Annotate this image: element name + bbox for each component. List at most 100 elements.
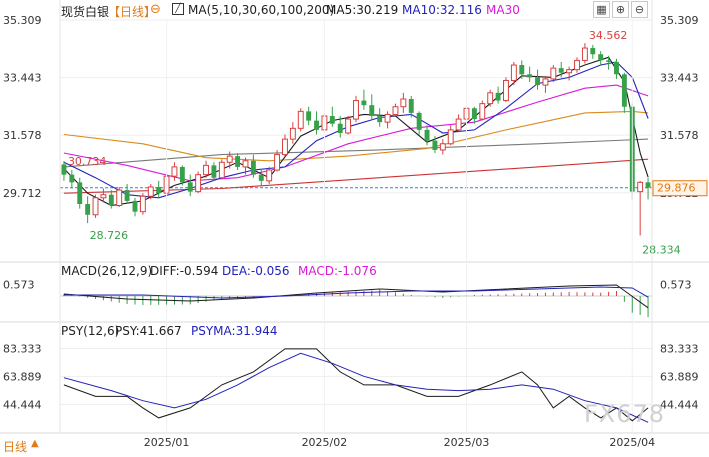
macd-value: MACD:-1.076 (298, 264, 377, 278)
low-annotation: 30.734 (68, 155, 107, 168)
period-selector[interactable]: 【日线】 (108, 5, 157, 19)
candle (590, 48, 596, 55)
grid-view-icon[interactable]: ▦ (593, 1, 610, 18)
x-axis-label: 2025/01 (144, 436, 190, 449)
candle (314, 120, 319, 130)
x-axis-label: 2025/04 (609, 436, 655, 449)
macd-diff-line (63, 284, 649, 309)
watermark: FX678 (584, 400, 666, 428)
candle (377, 115, 383, 123)
candle (306, 111, 312, 121)
candle (510, 64, 517, 81)
price-tick-left: 29.712 (3, 187, 42, 200)
ma5-value: MA5:30.219 (326, 3, 399, 17)
ma-line-ma200 (63, 138, 649, 168)
ma-header: MA(5,10,30,60,100,200) (188, 3, 335, 17)
candle (203, 164, 209, 176)
psy-tick-right: 83.333 (660, 342, 699, 355)
candle (274, 154, 281, 171)
candle (329, 115, 335, 124)
candle (439, 143, 446, 151)
period-tab-daily[interactable]: 日线 (3, 440, 28, 454)
ma-toggle-icon[interactable]: ╱ (172, 3, 184, 15)
candle (621, 74, 627, 107)
macd-dea: DEA:-0.056 (222, 264, 290, 278)
ma-line-ma30 (63, 84, 649, 182)
candle (156, 186, 162, 194)
zoom-in-icon[interactable]: ⊕ (612, 1, 629, 18)
candle (289, 127, 296, 140)
candle (645, 182, 651, 188)
candle (147, 186, 154, 197)
period-tab-arrow-icon[interactable]: ▲ (31, 438, 39, 449)
ma30-value: MA30 (486, 3, 520, 17)
psyma-value: PSYMA:31.944 (191, 324, 278, 338)
ma-line-ma10 (63, 61, 649, 199)
candle (171, 166, 178, 177)
macd-dea-line (63, 286, 649, 299)
candle (297, 110, 304, 129)
candle (550, 67, 557, 80)
candle (85, 203, 91, 215)
high-annotation: 34.562 (589, 29, 628, 42)
candle (455, 118, 462, 131)
candle (392, 106, 399, 115)
candle (242, 160, 249, 168)
candle (558, 68, 564, 73)
psy-line (63, 348, 649, 422)
chart-type-icon[interactable]: ⊖ (150, 2, 161, 17)
candle (566, 69, 573, 74)
psy-header: PSY(12,6) (61, 324, 120, 338)
current-price-box (652, 180, 708, 197)
candle (108, 194, 114, 206)
macd-tick-left: 0.573 (3, 279, 35, 292)
x-axis-label: 2025/02 (302, 436, 348, 449)
candle (519, 65, 525, 75)
candle (447, 129, 454, 145)
price-tick-right: 33.443 (660, 72, 699, 85)
candle (250, 160, 256, 175)
candle (92, 197, 99, 216)
candle (353, 100, 359, 120)
candle (61, 164, 67, 175)
candle (614, 61, 619, 75)
current-price-label: 29.876 (657, 182, 696, 195)
candle (432, 140, 438, 150)
candle (495, 92, 501, 101)
candle (361, 100, 367, 106)
zoom-out-icon[interactable]: ⊖ (631, 1, 648, 18)
candle (606, 60, 612, 62)
candle (503, 79, 509, 102)
candle (637, 181, 644, 193)
psy-tick-left: 44.444 (3, 398, 42, 411)
candle (282, 138, 288, 156)
candle (69, 174, 75, 183)
low-annotation: 28.726 (90, 229, 129, 242)
psy-tick-left: 83.333 (3, 342, 42, 355)
macd-diff: DIFF:-0.594 (150, 264, 219, 278)
candle (535, 77, 540, 86)
candle (132, 200, 138, 212)
candle (218, 161, 225, 179)
candle (124, 190, 130, 201)
candle (581, 47, 588, 61)
macd-tick-right: 0.573 (660, 279, 692, 292)
price-tick-right: 31.578 (660, 129, 699, 142)
candle (598, 54, 604, 61)
candle (408, 99, 414, 113)
price-tick-right: 35.309 (660, 14, 699, 27)
candle (345, 118, 352, 134)
candle (400, 98, 407, 108)
candle (337, 123, 343, 133)
x-axis-label: 2025/03 (444, 436, 490, 449)
candle (226, 155, 233, 163)
candle (100, 194, 107, 199)
psy-tick-left: 63.889 (3, 370, 42, 383)
candle (116, 189, 123, 207)
price-tick-left: 33.443 (3, 72, 42, 85)
candle (211, 165, 217, 178)
candle (487, 92, 494, 105)
candle (369, 105, 375, 116)
